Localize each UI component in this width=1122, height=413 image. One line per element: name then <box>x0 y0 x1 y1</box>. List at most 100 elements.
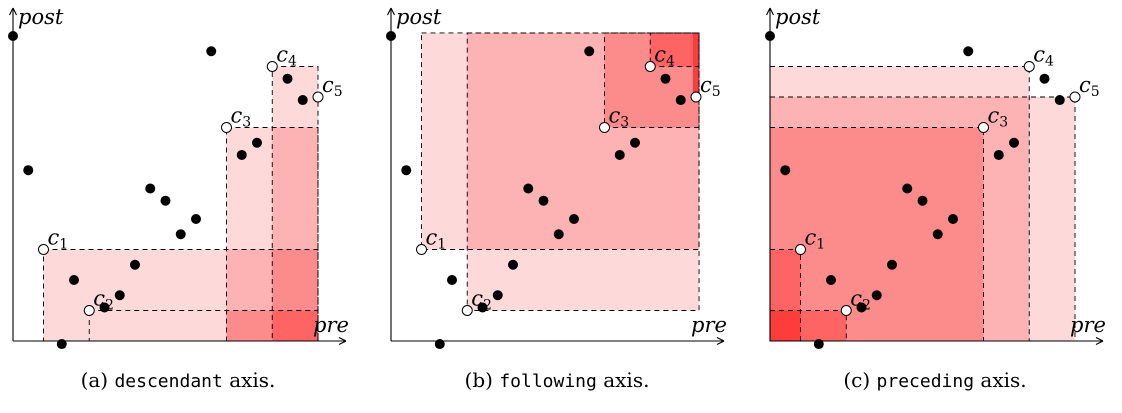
node-point <box>160 195 171 206</box>
node-point <box>902 183 913 194</box>
context-node-label: c3 <box>231 104 252 131</box>
context-node-label: c5 <box>322 73 343 100</box>
node-point <box>1054 95 1065 106</box>
node-point <box>826 275 836 285</box>
caption-c-suffix: axis. <box>980 368 1027 392</box>
node-point <box>871 290 882 301</box>
node-point <box>130 259 140 270</box>
context-node <box>1023 61 1035 72</box>
y-axis-arrow-icon <box>9 7 17 16</box>
x-axis-arrow-icon <box>338 337 347 345</box>
context-node <box>312 91 324 103</box>
overlap-5 <box>272 310 318 341</box>
node-point <box>780 165 791 176</box>
caption-a: (a) descendant axis. <box>81 368 276 398</box>
node-point <box>569 214 579 224</box>
context-node <box>795 244 806 255</box>
context-node <box>221 122 232 133</box>
y-axis-arrow-icon <box>387 7 395 16</box>
outline-c4 <box>649 32 700 67</box>
node-point <box>236 149 247 160</box>
overlap-3 <box>650 32 700 67</box>
node-point <box>297 95 308 106</box>
overlap-2 <box>770 127 984 341</box>
context-node <box>978 122 989 133</box>
node-point <box>887 259 897 270</box>
node-point <box>447 275 457 285</box>
context-node <box>38 244 49 255</box>
context-node <box>690 91 702 103</box>
node-point <box>584 46 595 57</box>
x-axis-label: pre <box>1070 313 1106 337</box>
y-axis-label: post <box>18 5 64 29</box>
node-point <box>538 195 549 206</box>
node-point <box>434 339 445 350</box>
node-point <box>145 183 156 194</box>
node-point <box>614 149 625 160</box>
caption-c-prefix: (c) <box>843 368 871 392</box>
caption-c-axis-name: preceding <box>876 371 975 392</box>
node-point <box>508 259 518 270</box>
caption-a-prefix: (a) <box>80 368 109 392</box>
node-point <box>252 137 262 148</box>
x-axis-label: pre <box>691 313 727 337</box>
node-point <box>1039 73 1050 84</box>
node-point <box>401 165 412 176</box>
node-point <box>69 275 79 285</box>
context-node <box>266 61 278 72</box>
node-point <box>23 165 34 176</box>
context-node <box>644 61 656 72</box>
caption-b-prefix: (b) <box>464 368 493 392</box>
node-point <box>282 73 293 84</box>
node-point <box>1009 137 1019 148</box>
node-point <box>856 302 867 313</box>
node-point <box>660 73 671 84</box>
node-point <box>492 290 503 301</box>
overlap-2 <box>272 127 318 250</box>
node-point <box>386 31 396 41</box>
context-node <box>416 244 427 255</box>
node-point <box>477 302 488 313</box>
y-axis-label: post <box>396 5 442 29</box>
caption-c: (c) preceding axis. <box>843 368 1026 398</box>
node-point <box>630 137 640 148</box>
caption-a-suffix: axis. <box>229 368 276 392</box>
node-point <box>114 290 125 301</box>
context-node-label: c4 <box>1033 43 1054 70</box>
node-point <box>948 214 958 224</box>
overlap-5 <box>770 310 801 341</box>
context-node <box>461 305 473 316</box>
context-node-label: c5 <box>700 73 721 100</box>
context-node-label: c5 <box>1079 73 1100 100</box>
node-point <box>553 229 564 240</box>
node-point <box>765 31 775 41</box>
outline-c2 <box>466 32 700 311</box>
context-node <box>599 122 610 133</box>
node-point <box>813 339 824 350</box>
context-node <box>840 305 852 316</box>
node-point <box>8 31 18 41</box>
y-axis-arrow-icon <box>766 7 774 16</box>
node-point <box>932 229 943 240</box>
node-point <box>99 302 110 313</box>
y-axis-label: post <box>775 5 821 29</box>
node-point <box>175 229 186 240</box>
node-point <box>56 339 67 350</box>
overlap-4 <box>692 32 700 98</box>
context-node-label: c4 <box>276 43 297 70</box>
node-point <box>917 195 928 206</box>
caption-a-axis-name: descendant <box>114 371 223 392</box>
context-node-label: c1 <box>48 226 69 253</box>
node-point <box>675 95 686 106</box>
node-point <box>191 214 201 224</box>
context-node <box>1069 91 1081 103</box>
node-point <box>206 46 217 57</box>
node-point <box>993 149 1004 160</box>
caption-b-suffix: axis. <box>603 368 650 392</box>
x-axis-label: pre <box>313 313 349 337</box>
context-node <box>83 305 95 316</box>
caption-b: (b) following axis. <box>465 368 650 398</box>
x-axis-arrow-icon <box>716 337 725 345</box>
